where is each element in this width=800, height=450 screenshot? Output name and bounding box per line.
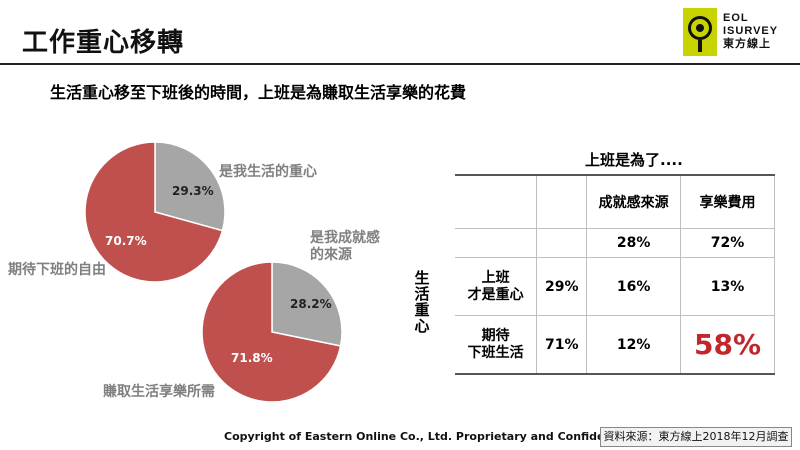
row-label: 上班 才是重心 (455, 257, 538, 316)
pie1-slice-1 (84, 141, 224, 283)
logo-wordmark: EOL ISURVEY 東方線上 (723, 12, 779, 50)
row-axis-label: 生活重心 (414, 269, 430, 335)
data-source-box: 資料來源：東方線上2018年12月調查 (600, 427, 792, 447)
pie1-slice-a-label: 29.3% (172, 184, 214, 198)
column-total: 28% (586, 228, 682, 258)
table-cell: 16% (586, 257, 682, 316)
pie2-slice-b-label: 71.8% (231, 351, 273, 365)
column-total: 72% (680, 228, 775, 258)
pie2-slice-1 (201, 261, 342, 403)
table-corner-cell (455, 228, 538, 258)
table-cell: 13% (680, 257, 775, 316)
pie1-slice-b-label: 70.7% (105, 234, 147, 248)
row-total: 71% (536, 315, 588, 375)
highlight-cell: 58% (680, 315, 775, 375)
pie1-label-after-work: 期待下班的自由 (8, 262, 106, 278)
column-header: 成就感來源 (586, 174, 682, 229)
copyright-notice: Copyright of Eastern Online Co., Ltd. Pr… (224, 430, 637, 443)
table-corner-cell (536, 174, 588, 229)
pie2-slice-a-label: 28.2% (290, 297, 332, 311)
table-cell: 12% (586, 315, 682, 375)
table-corner-cell (536, 228, 588, 258)
pie1-label-life-center: 是我生活的重心 (219, 164, 317, 180)
row-total: 29% (536, 257, 588, 316)
logo-eye-icon (683, 8, 717, 56)
table-corner-cell (455, 174, 538, 229)
table-title: 上班是為了.... (585, 151, 683, 169)
title-divider (0, 63, 800, 65)
row-label: 期待 下班生活 (455, 315, 538, 375)
slide-subtitle: 生活重心移至下班後的時間，上班是為賺取生活享樂的花費 (50, 83, 467, 102)
eol-isurvey-logo: EOL ISURVEY 東方線上 (683, 8, 795, 58)
pie2-label-achievement: 是我成就感 的來源 (310, 230, 380, 263)
pie2-label-earn-leisure: 賺取生活享樂所需 (103, 384, 215, 400)
slide-title: 工作重心移轉 (22, 28, 185, 58)
column-header: 享樂費用 (680, 174, 775, 229)
crosstab-table: 成就感來源 享樂費用 28% 72% 上班 才是重心 29% 16% 13% 期… (455, 174, 775, 375)
